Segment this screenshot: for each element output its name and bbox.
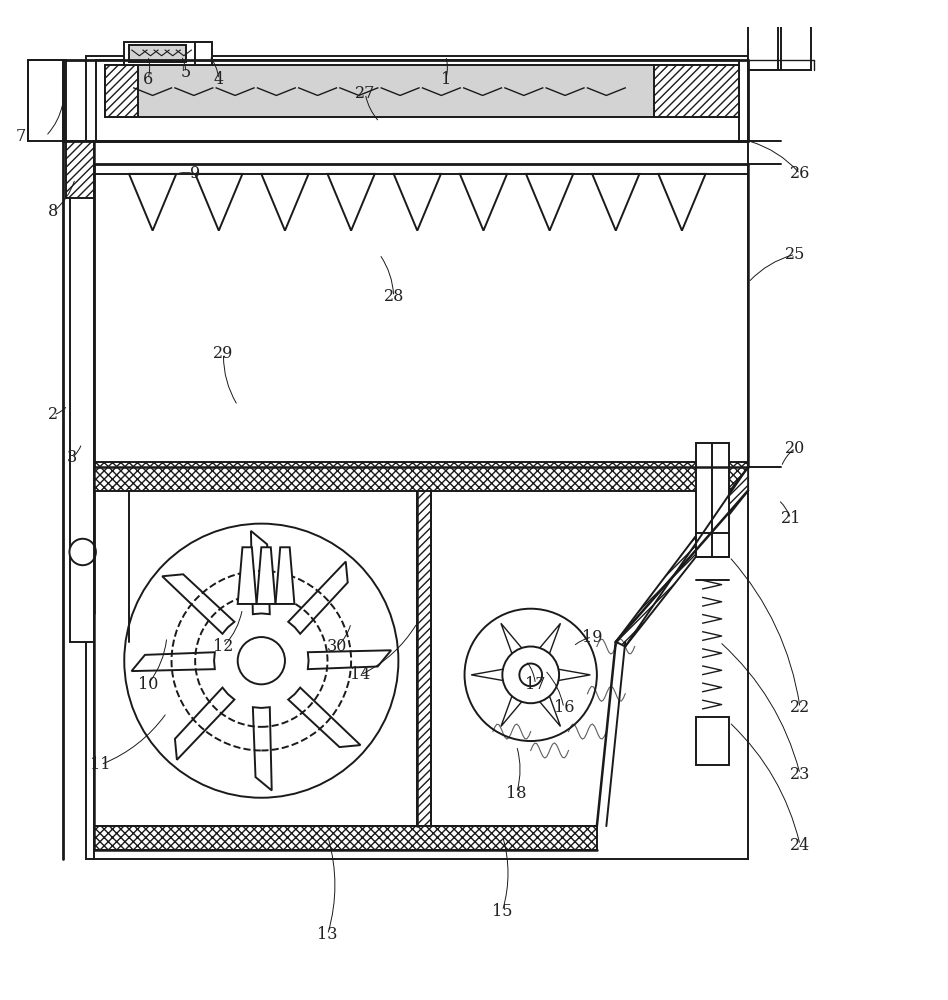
Polygon shape [393, 174, 441, 231]
Text: 20: 20 [785, 440, 806, 457]
Text: 23: 23 [790, 766, 811, 783]
Text: 22: 22 [790, 699, 811, 716]
Polygon shape [471, 669, 503, 680]
Bar [696, 717, 729, 765]
Polygon shape [308, 650, 392, 669]
Text: 11: 11 [90, 756, 111, 773]
Text: 7: 7 [15, 128, 26, 145]
Text: 29: 29 [213, 345, 234, 362]
Polygon shape [105, 65, 738, 117]
Polygon shape [658, 174, 705, 231]
Polygon shape [129, 174, 176, 231]
Bar [96, 60, 738, 141]
Polygon shape [94, 462, 748, 467]
Polygon shape [288, 688, 360, 747]
Bar [696, 443, 729, 557]
Polygon shape [417, 491, 431, 826]
Text: 3: 3 [67, 449, 78, 466]
Circle shape [520, 664, 542, 686]
Bar [70, 141, 94, 642]
Polygon shape [175, 688, 234, 760]
Text: 14: 14 [351, 666, 371, 683]
Text: 10: 10 [137, 676, 158, 693]
Polygon shape [105, 65, 138, 117]
Polygon shape [257, 547, 276, 604]
Polygon shape [253, 707, 272, 790]
Text: 19: 19 [582, 629, 602, 646]
Text: 28: 28 [384, 288, 404, 305]
Text: 26: 26 [790, 165, 811, 182]
Polygon shape [526, 174, 574, 231]
Polygon shape [162, 574, 234, 634]
Polygon shape [558, 669, 591, 680]
Polygon shape [238, 547, 257, 604]
Polygon shape [539, 623, 560, 654]
Text: 17: 17 [525, 676, 546, 693]
Bar [195, 42, 212, 65]
Text: 21: 21 [780, 510, 801, 527]
Bar [781, 0, 811, 70]
Text: 4: 4 [213, 71, 224, 88]
Polygon shape [539, 696, 560, 726]
Text: 27: 27 [356, 85, 375, 102]
Text: 18: 18 [506, 785, 527, 802]
Text: 2: 2 [48, 406, 59, 423]
Circle shape [238, 637, 285, 684]
Text: 1: 1 [441, 71, 450, 88]
Polygon shape [276, 547, 295, 604]
Bar [129, 45, 186, 62]
Circle shape [69, 539, 96, 565]
Text: 24: 24 [790, 837, 811, 854]
Text: 25: 25 [785, 246, 806, 263]
Polygon shape [288, 562, 348, 634]
Circle shape [502, 647, 559, 703]
Text: 12: 12 [213, 638, 234, 655]
Text: 16: 16 [554, 699, 574, 716]
Text: 30: 30 [327, 638, 347, 655]
Polygon shape [653, 65, 738, 117]
Polygon shape [327, 174, 374, 231]
Bar [124, 42, 210, 65]
Bar [27, 60, 65, 141]
Polygon shape [501, 696, 521, 726]
Text: 8: 8 [48, 203, 59, 220]
Polygon shape [94, 826, 597, 850]
Polygon shape [460, 174, 507, 231]
Bar [748, 0, 778, 70]
Polygon shape [94, 462, 748, 491]
Polygon shape [616, 467, 748, 647]
Polygon shape [592, 174, 639, 231]
Polygon shape [195, 174, 243, 231]
Bar [696, 533, 729, 557]
Polygon shape [65, 141, 94, 198]
Text: 6: 6 [143, 71, 153, 88]
Text: 15: 15 [492, 903, 513, 920]
Text: 13: 13 [318, 926, 337, 943]
Text: 5: 5 [180, 64, 191, 81]
Polygon shape [262, 174, 309, 231]
Polygon shape [501, 623, 521, 654]
Polygon shape [251, 531, 270, 614]
Polygon shape [86, 56, 748, 859]
Text: 9: 9 [190, 165, 200, 182]
Polygon shape [132, 652, 215, 671]
